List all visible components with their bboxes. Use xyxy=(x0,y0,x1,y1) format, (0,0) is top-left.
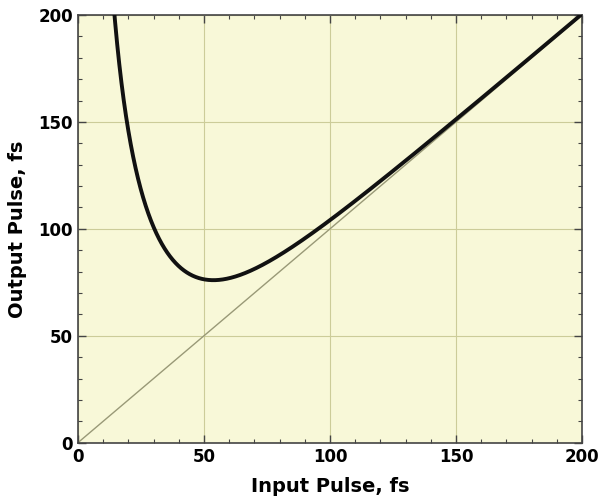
Y-axis label: Output Pulse, fs: Output Pulse, fs xyxy=(8,140,28,317)
X-axis label: Input Pulse, fs: Input Pulse, fs xyxy=(251,477,409,495)
